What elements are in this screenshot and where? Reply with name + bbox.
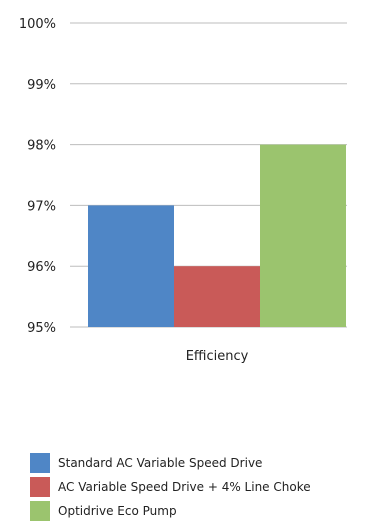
legend-label: Standard AC Variable Speed Drive [58,456,263,470]
legend-label: Optidrive Eco Pump [58,504,177,518]
y-tick-label: 95% [27,321,56,336]
bar-2 [174,266,260,327]
bar-1 [88,205,174,327]
legend-item: Standard AC Variable Speed Drive [30,453,311,473]
x-category-label: Efficiency [186,349,249,364]
y-tick-label: 98% [27,139,56,154]
y-tick-label: 96% [27,260,56,275]
legend-swatch [30,453,50,473]
y-tick-label: 100% [19,17,56,32]
legend-label: AC Variable Speed Drive + 4% Line Choke [58,480,311,494]
legend-item: Optidrive Eco Pump [30,501,311,521]
chart: 95% 96% 97% 98% 99% 100% Efficiency [19,17,347,364]
y-axis-ticks: 95% 96% 97% 98% 99% 100% [19,17,56,336]
legend-swatch [30,501,50,521]
legend-swatch [30,477,50,497]
bars [88,144,346,327]
legend-item: AC Variable Speed Drive + 4% Line Choke [30,477,311,497]
y-tick-label: 99% [27,78,56,93]
bar-3 [260,144,346,327]
y-tick-label: 97% [27,199,56,214]
x-axis-categories: Efficiency [186,349,249,364]
legend: Standard AC Variable Speed Drive AC Varia… [30,453,311,525]
